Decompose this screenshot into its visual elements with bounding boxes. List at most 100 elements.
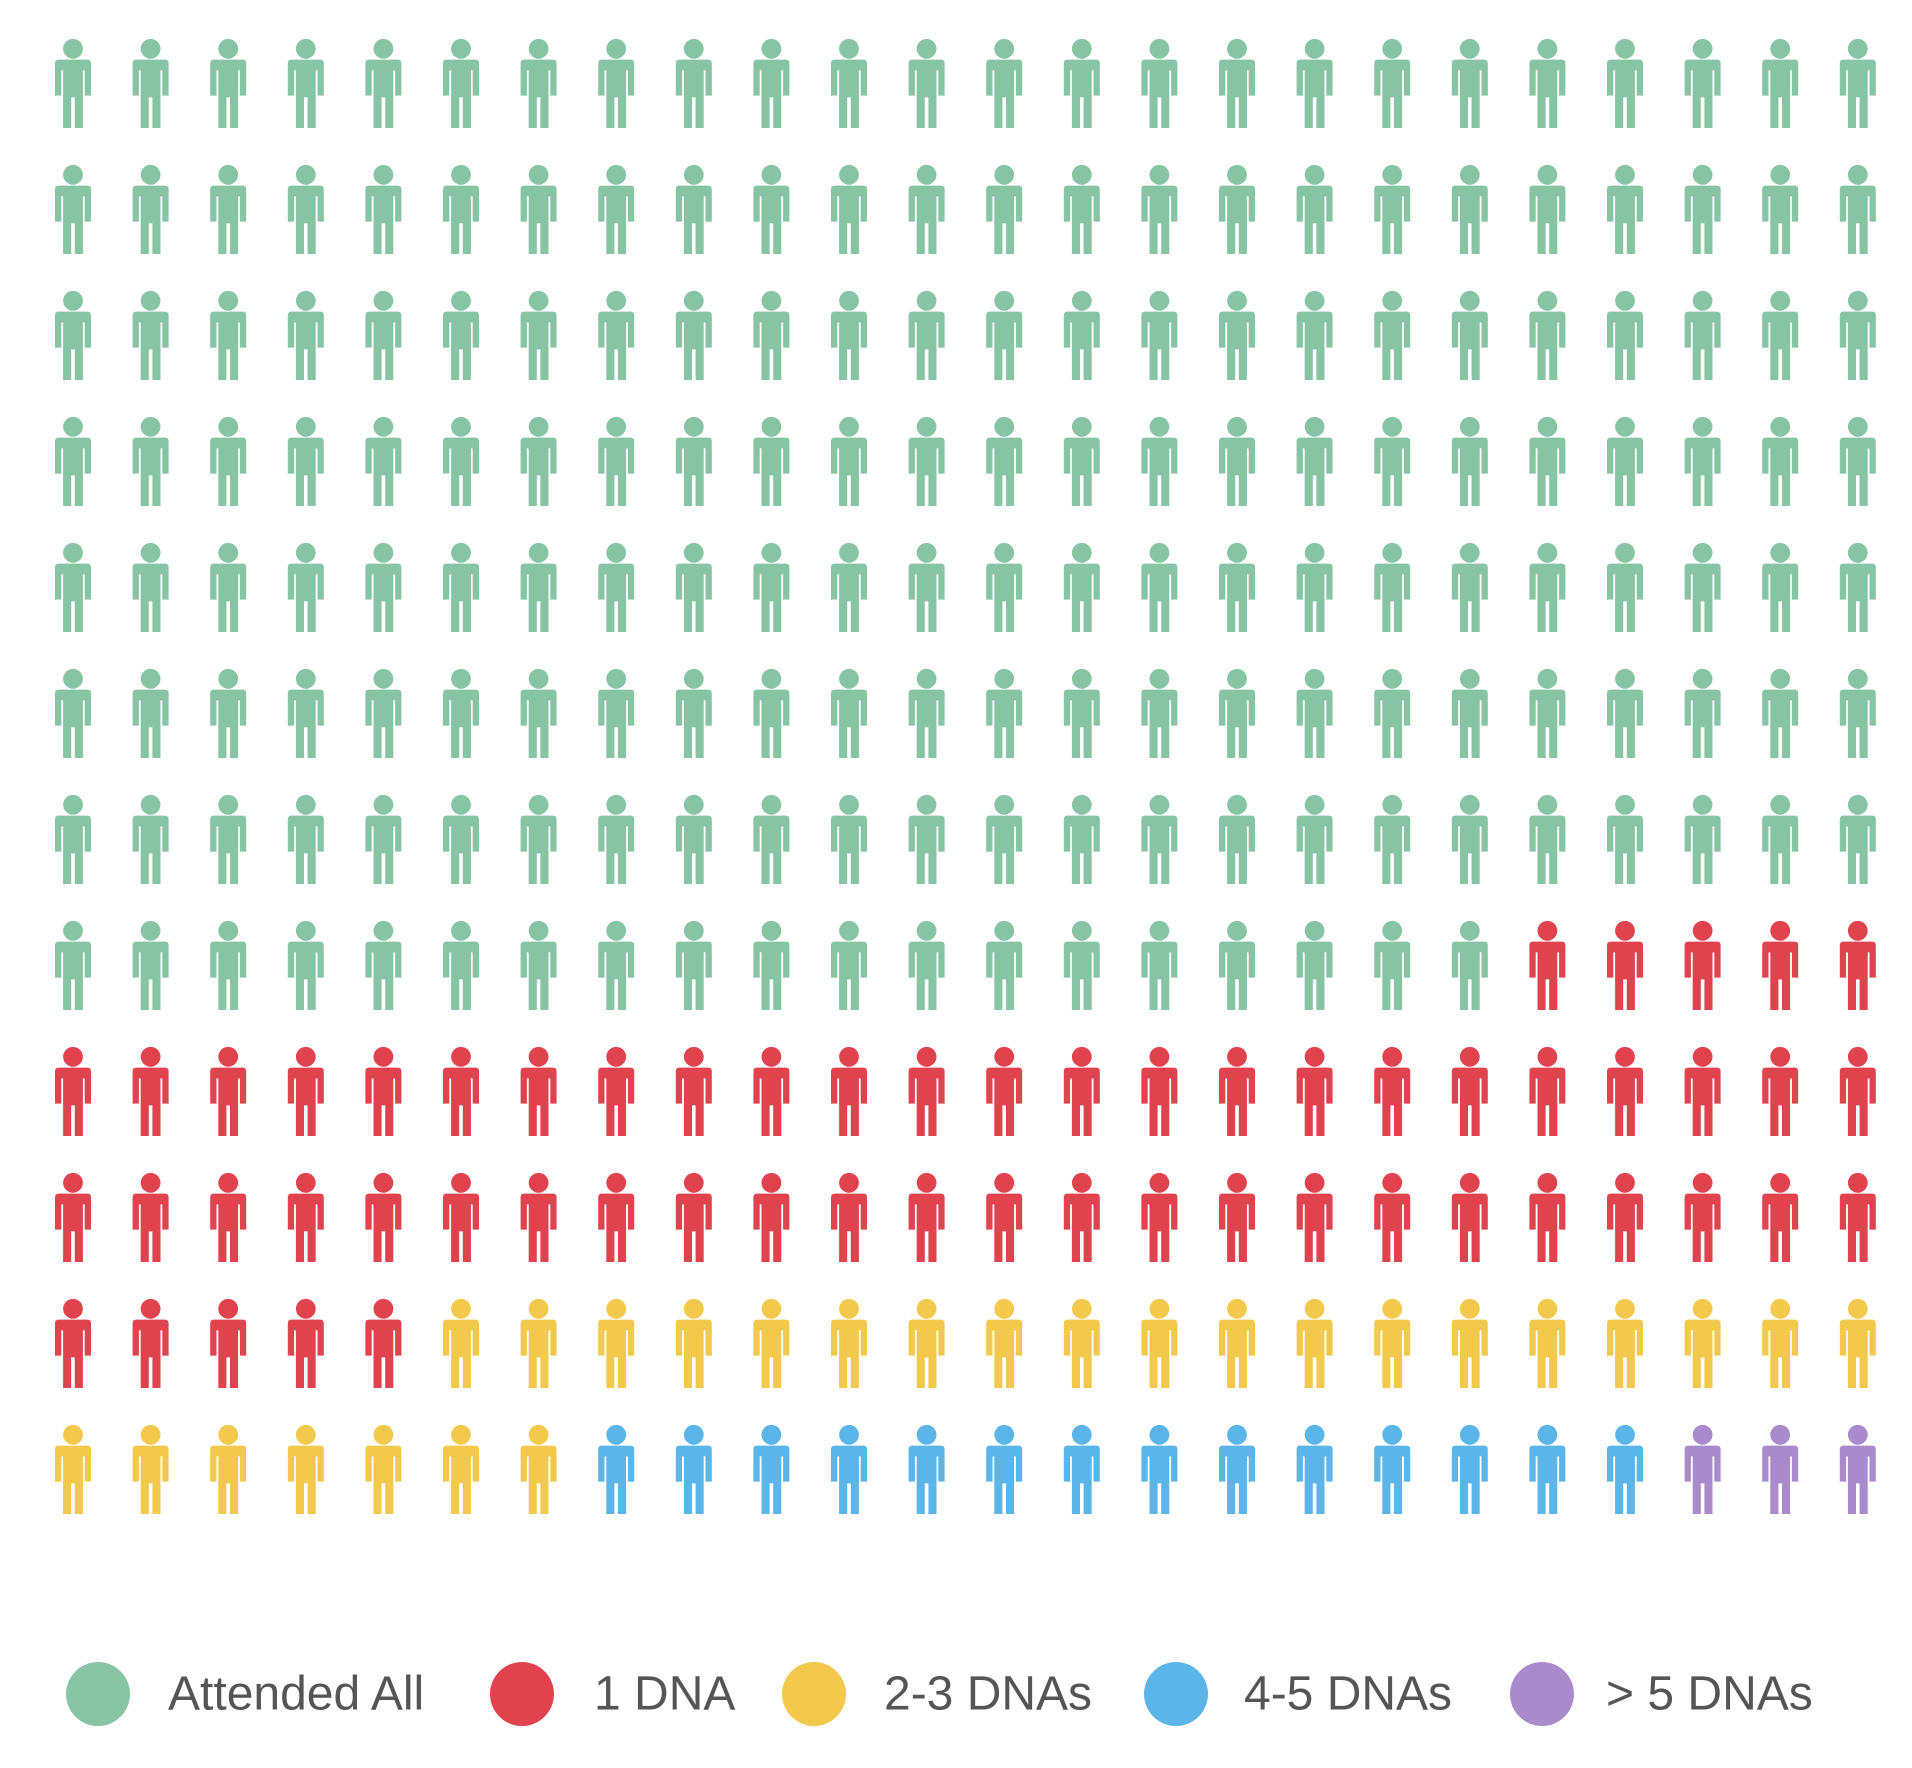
person-icon	[598, 668, 635, 758]
person-icon	[908, 38, 945, 128]
person-icon	[908, 542, 945, 632]
person-icon	[675, 416, 712, 506]
person-icon	[831, 1172, 867, 1262]
person-icon	[365, 1424, 402, 1514]
person-icon	[598, 38, 635, 128]
person-icon	[1451, 1298, 1488, 1388]
person-icon	[1529, 290, 1566, 380]
person-icon	[287, 668, 324, 758]
person-icon	[753, 164, 790, 254]
person-icon	[1219, 1046, 1255, 1136]
person-icon	[55, 542, 91, 632]
person-icon	[287, 164, 324, 254]
person-icon	[1607, 1424, 1643, 1514]
person-icon	[675, 794, 712, 884]
legend-swatch	[490, 1662, 554, 1726]
person-icon	[908, 1298, 945, 1388]
person-icon	[1451, 38, 1488, 128]
person-icon	[1839, 416, 1876, 506]
legend-label: 2-3 DNAs	[884, 1668, 1092, 1721]
person-icon	[210, 290, 247, 380]
person-icon	[132, 542, 169, 632]
person-icon	[1684, 1172, 1721, 1262]
person-icon	[1839, 1172, 1876, 1262]
person-icon	[55, 1046, 91, 1136]
person-icon	[908, 668, 945, 758]
person-icon	[520, 1172, 557, 1262]
person-icon	[365, 920, 402, 1010]
person-icon	[675, 290, 712, 380]
person-icon	[210, 38, 247, 128]
person-icon	[598, 1172, 635, 1262]
person-icon	[132, 1046, 169, 1136]
person-icon	[1219, 920, 1255, 1010]
person-icon	[753, 920, 790, 1010]
person-icon	[908, 1172, 945, 1262]
pictogram-grid	[55, 38, 1876, 1514]
person-icon	[1529, 416, 1566, 506]
person-icon	[1529, 668, 1566, 758]
legend-label: 1 DNA	[594, 1668, 735, 1721]
person-icon	[831, 416, 867, 506]
person-icon	[443, 164, 479, 254]
person-icon	[1219, 794, 1255, 884]
person-icon	[1684, 794, 1721, 884]
person-icon	[1607, 38, 1643, 128]
legend-swatch	[782, 1662, 846, 1726]
person-icon	[520, 1424, 557, 1514]
person-icon	[55, 290, 91, 380]
person-icon	[520, 920, 557, 1010]
person-icon	[443, 668, 479, 758]
person-icon	[443, 38, 479, 128]
person-icon	[831, 542, 867, 632]
person-icon	[908, 1046, 945, 1136]
person-icon	[1607, 164, 1643, 254]
person-icon	[1296, 920, 1333, 1010]
person-icon	[1762, 1424, 1799, 1514]
person-icon	[1684, 1046, 1721, 1136]
person-icon	[1839, 1046, 1876, 1136]
person-icon	[443, 416, 479, 506]
person-icon	[1762, 1046, 1799, 1136]
person-icon	[1839, 164, 1876, 254]
person-icon	[132, 416, 169, 506]
person-icon	[908, 1424, 945, 1514]
person-icon	[1063, 416, 1100, 506]
person-icon	[598, 794, 635, 884]
person-icon	[753, 38, 790, 128]
person-icon	[986, 1298, 1023, 1388]
person-icon	[365, 542, 402, 632]
person-icon	[210, 668, 247, 758]
person-icon	[443, 1424, 479, 1514]
person-icon	[1607, 416, 1643, 506]
person-icon	[365, 290, 402, 380]
person-icon	[1451, 416, 1488, 506]
person-icon	[520, 416, 557, 506]
person-icon	[753, 1046, 790, 1136]
person-icon	[986, 920, 1023, 1010]
person-icon	[1451, 542, 1488, 632]
person-icon	[1529, 1046, 1566, 1136]
person-icon	[210, 416, 247, 506]
person-icon	[1529, 794, 1566, 884]
person-icon	[1063, 1046, 1100, 1136]
person-icon	[1141, 38, 1178, 128]
person-icon	[1529, 164, 1566, 254]
legend-label: > 5 DNAs	[1606, 1668, 1813, 1721]
person-icon	[1296, 794, 1333, 884]
person-icon	[1684, 668, 1721, 758]
person-icon	[1374, 920, 1411, 1010]
person-icon	[1296, 164, 1333, 254]
person-icon	[986, 416, 1023, 506]
person-icon	[1296, 1046, 1333, 1136]
person-icon	[443, 920, 479, 1010]
person-icon	[1839, 1298, 1876, 1388]
person-icon	[1607, 920, 1643, 1010]
person-icon	[1607, 290, 1643, 380]
person-icon	[1296, 38, 1333, 128]
person-icon	[443, 542, 479, 632]
person-icon	[365, 794, 402, 884]
person-icon	[1684, 416, 1721, 506]
person-icon	[520, 290, 557, 380]
